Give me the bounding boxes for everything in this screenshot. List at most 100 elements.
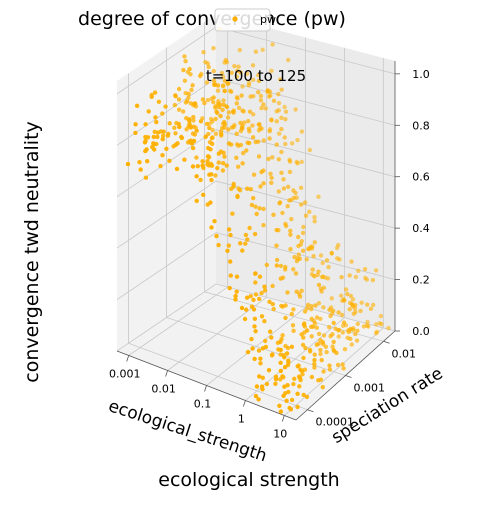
data-point — [240, 248, 245, 253]
data-point — [210, 127, 215, 133]
data-point — [203, 134, 208, 139]
data-point — [240, 108, 245, 113]
data-point — [173, 93, 178, 98]
data-point — [323, 344, 329, 349]
data-point — [244, 148, 249, 153]
data-point — [329, 250, 334, 256]
data-point — [283, 117, 288, 122]
data-point — [312, 215, 317, 220]
data-point — [331, 347, 336, 353]
data-point — [314, 315, 320, 320]
data-point — [338, 293, 344, 298]
data-point — [240, 84, 245, 89]
data-point — [250, 123, 255, 128]
data-point — [226, 127, 231, 132]
data-point — [208, 147, 213, 152]
data-point — [283, 315, 288, 321]
data-point — [219, 70, 225, 76]
data-point — [302, 309, 308, 314]
data-point — [179, 135, 185, 141]
data-point — [253, 329, 258, 334]
data-point — [264, 262, 269, 268]
data-point — [298, 185, 304, 190]
data-point — [267, 299, 272, 304]
data-point — [263, 338, 268, 344]
data-point — [262, 284, 267, 289]
z-tick-label: 0.4 — [412, 222, 430, 235]
data-point — [291, 188, 296, 193]
data-point — [248, 187, 253, 192]
data-point — [258, 184, 263, 189]
data-point — [294, 289, 299, 294]
data-point — [301, 392, 306, 398]
data-point — [300, 230, 306, 236]
data-point — [216, 242, 221, 248]
data-point — [281, 393, 286, 398]
data-point — [249, 202, 255, 208]
data-point — [286, 184, 291, 189]
data-point — [184, 99, 190, 104]
data-point — [277, 131, 282, 136]
data-point — [260, 47, 265, 52]
grid-line — [116, 180, 396, 249]
data-point — [295, 161, 300, 166]
z-tick-label: 0.8 — [412, 119, 430, 132]
data-point — [342, 347, 348, 352]
data-point — [167, 121, 172, 126]
data-point — [252, 316, 258, 321]
data-point — [291, 328, 296, 333]
data-point — [232, 63, 237, 69]
data-point — [316, 378, 321, 383]
data-point — [165, 133, 171, 138]
data-point — [256, 348, 262, 353]
data-point — [205, 61, 210, 66]
data-point — [244, 307, 249, 312]
data-point — [310, 267, 315, 272]
data-point — [216, 160, 221, 165]
data-point — [329, 296, 334, 301]
data-point — [301, 322, 307, 327]
data-point — [269, 335, 274, 340]
figure-title: degree of convergence (pw) — [78, 8, 346, 30]
z-tick-label: 0.0 — [412, 325, 430, 338]
data-point — [156, 99, 162, 105]
data-point — [261, 181, 266, 186]
data-point — [239, 126, 245, 131]
data-point — [251, 297, 256, 303]
data-point — [347, 273, 352, 278]
data-point — [187, 66, 192, 72]
data-point — [258, 98, 264, 103]
data-point — [274, 257, 280, 263]
data-point — [191, 138, 197, 144]
data-point — [241, 150, 246, 156]
data-point — [324, 349, 329, 355]
data-point — [256, 154, 262, 159]
data-point — [251, 77, 256, 83]
data-point — [152, 90, 158, 95]
data-point — [348, 336, 353, 341]
data-point — [261, 223, 266, 228]
data-point — [295, 137, 300, 143]
data-point — [234, 95, 240, 100]
data-point — [269, 175, 274, 180]
data-point — [312, 365, 317, 370]
data-point — [234, 155, 239, 160]
data-point — [289, 344, 295, 349]
data-point — [336, 310, 341, 315]
data-point — [246, 126, 252, 131]
data-point — [152, 147, 157, 152]
data-point — [281, 186, 287, 191]
data-point — [216, 151, 222, 156]
data-point — [339, 312, 345, 318]
data-point — [205, 159, 210, 164]
data-point — [279, 126, 284, 132]
data-point — [207, 125, 212, 131]
data-point — [246, 83, 251, 88]
data-point — [221, 74, 226, 80]
data-point — [237, 47, 242, 53]
data-point — [257, 374, 262, 379]
data-point — [198, 119, 204, 124]
data-point — [160, 137, 165, 142]
data-point — [374, 331, 379, 336]
data-point — [283, 141, 288, 147]
